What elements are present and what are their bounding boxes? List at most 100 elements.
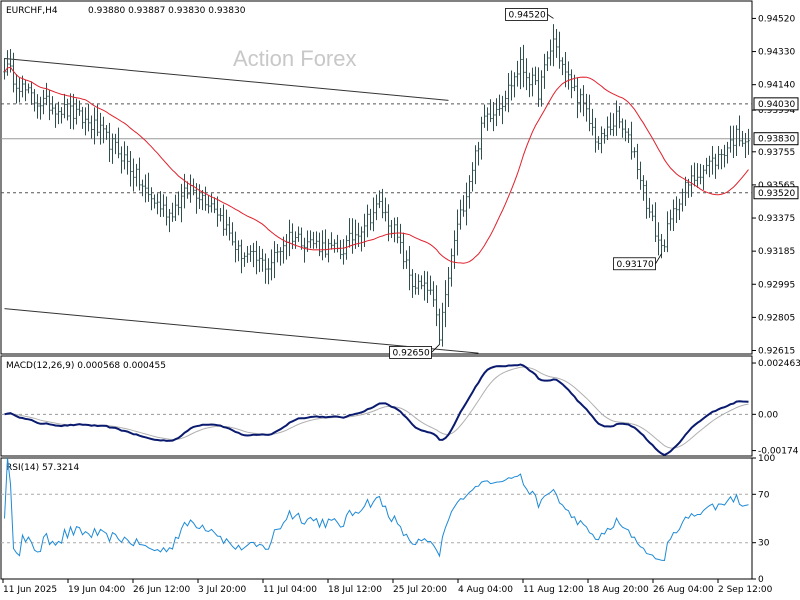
ohlc-bar <box>645 180 648 219</box>
ohlc-bar <box>75 98 78 125</box>
ohlc-bar <box>678 198 681 220</box>
macd-lines <box>1 363 752 457</box>
ohlc-bar <box>498 94 501 116</box>
ohlc-bar <box>528 72 531 98</box>
macd-tick-label: 0.002463 <box>758 359 800 369</box>
macd-tick-label: -0.00174 <box>758 447 799 457</box>
macd-title: MACD(12,26,9) 0.000568 0.000455 <box>6 361 166 371</box>
watermark: Action Forex <box>233 46 357 71</box>
ohlc-bar <box>414 272 417 295</box>
time-tick-label: 19 Jun 04:00 <box>68 585 125 595</box>
ohlc-bar <box>597 136 600 150</box>
ohlc-bar <box>177 191 180 216</box>
ohlc-bar <box>486 107 489 131</box>
ohlc-bar <box>93 107 96 145</box>
ohlc-bar <box>705 157 708 175</box>
ohlc-bar <box>468 175 471 209</box>
ohlc-bar <box>216 196 219 227</box>
ohlc-bar <box>636 143 639 180</box>
ohlc-bar <box>120 146 123 174</box>
price-tag-box <box>753 186 799 200</box>
ohlc-bar <box>444 280 447 328</box>
ohlc-bar <box>336 234 339 253</box>
ohlc-bar <box>699 163 702 185</box>
ohlc-values: 0.93880 0.93887 0.93830 0.93830 <box>88 6 246 16</box>
time-tick-label: 11 Aug 12:00 <box>523 585 584 595</box>
ohlc-bar <box>741 131 744 147</box>
macd-panel-frame <box>0 355 753 457</box>
ohlc-bar <box>615 100 618 136</box>
time-tick-label: 26 Aug 04:00 <box>653 585 714 595</box>
ohlc-bar <box>561 57 564 76</box>
ohlc-bar <box>357 222 360 248</box>
ohlc-bar <box>606 116 609 141</box>
ohlc-bar <box>573 74 576 92</box>
ohlc-bar <box>42 89 45 115</box>
moving-average <box>4 66 749 264</box>
ohlc-bar <box>102 116 105 144</box>
ohlc-bar <box>609 112 612 136</box>
symbol-label: EURCHF,H4 <box>6 6 58 16</box>
price-callout-leader <box>655 253 662 264</box>
ohlc-bar <box>516 60 519 87</box>
ohlc-bar <box>555 28 558 58</box>
ohlc-bar <box>588 94 591 132</box>
ohlc-bar <box>369 208 372 231</box>
ohlc-bar <box>291 223 294 250</box>
ohlc-bar <box>9 48 12 73</box>
ohlc-bar <box>198 184 201 209</box>
ohlc-bar <box>180 183 183 223</box>
price-tick-label: 0.93375 <box>758 214 795 224</box>
ohlc-bar <box>462 195 465 217</box>
ohlc-bar <box>732 125 735 158</box>
ohlc-bar <box>45 82 48 106</box>
ohlc-bar <box>3 58 6 80</box>
ohlc-bar <box>153 194 156 209</box>
ohlc-bar <box>129 151 132 187</box>
price-tick-label: 0.94330 <box>758 48 795 58</box>
ohlc-bar <box>231 222 234 246</box>
ohlc-bar <box>537 67 540 107</box>
price-annotations: 0.94520 0.93170 0.92650 <box>389 8 662 359</box>
ohlc-bar <box>381 188 384 219</box>
ohlc-bar <box>66 98 69 121</box>
ohlc-bar <box>744 133 747 158</box>
rsi-panel-frame <box>0 457 753 580</box>
time-tick-label: 26 Jun 12:00 <box>133 585 190 595</box>
ohlc-bar <box>261 248 264 272</box>
ohlc-bar <box>612 113 615 137</box>
ohlc-bar <box>474 145 477 185</box>
ohlc-bar <box>603 128 606 144</box>
time-tick-label: 3 Jul 20:00 <box>198 585 247 595</box>
ohlc-bar <box>570 69 573 99</box>
ohlc-bar <box>477 141 480 166</box>
ohlc-bar <box>135 163 138 187</box>
ohlc-bar <box>666 211 669 253</box>
ohlc-bar <box>423 270 426 301</box>
ohlc-bar <box>426 271 429 304</box>
ohlc-bar <box>123 141 126 170</box>
ohlc-bar <box>429 275 432 295</box>
ohlc-bar <box>681 188 684 212</box>
ohlc-bar <box>201 189 204 211</box>
ohlc-bar <box>228 216 231 241</box>
ohlc-bar <box>240 239 243 274</box>
ohlc-bar <box>693 162 696 187</box>
ohlc-bar <box>372 197 375 232</box>
ohlc-bar <box>246 245 249 263</box>
ohlc-bar <box>315 231 318 249</box>
price-tag-box <box>753 132 799 146</box>
rsi-tick-label: 100 <box>758 454 775 464</box>
price-axis: 0.94520 0.94330 0.94140 0.93994 0.93755 0.935… <box>752 14 799 357</box>
ohlc-bar <box>141 179 144 197</box>
ohlc-bar <box>333 239 336 253</box>
ohlc-bar <box>480 116 483 160</box>
ohlc-bar <box>654 202 657 242</box>
macd-main-line <box>4 363 749 457</box>
ohlc-bar <box>558 31 561 69</box>
ohlc-bar <box>387 204 390 242</box>
ohlc-bar <box>420 275 423 290</box>
ohlc-bar <box>48 90 51 121</box>
ohlc-bar <box>669 209 672 231</box>
